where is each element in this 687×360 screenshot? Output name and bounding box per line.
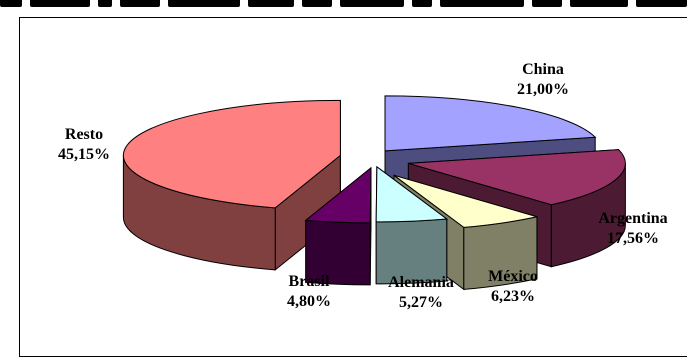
slice-value-china: 21,00% [517, 81, 569, 98]
slice-label-brasil: Brasil [289, 273, 330, 290]
slice-value-brasil: 4,80% [287, 293, 331, 310]
slice-label-alemania: Alemania [388, 274, 454, 291]
slice-value-resto: 45,15% [58, 146, 110, 163]
pie-slice-resto [122, 99, 341, 271]
slice-value-argentina: 17,56% [607, 230, 659, 247]
slice-value-mxico: 6,23% [491, 288, 535, 305]
slice-label-mxico: México [488, 268, 538, 285]
slice-label-argentina: Argentina [598, 210, 667, 227]
pie-slice-alemania [375, 165, 449, 285]
slice-label-resto: Resto [65, 126, 103, 143]
cropped-text-strip [0, 0, 687, 9]
slice-value-alemania: 5,27% [399, 294, 443, 311]
slice-label-china: China [522, 61, 564, 78]
pie-slice-brasil [304, 166, 372, 286]
